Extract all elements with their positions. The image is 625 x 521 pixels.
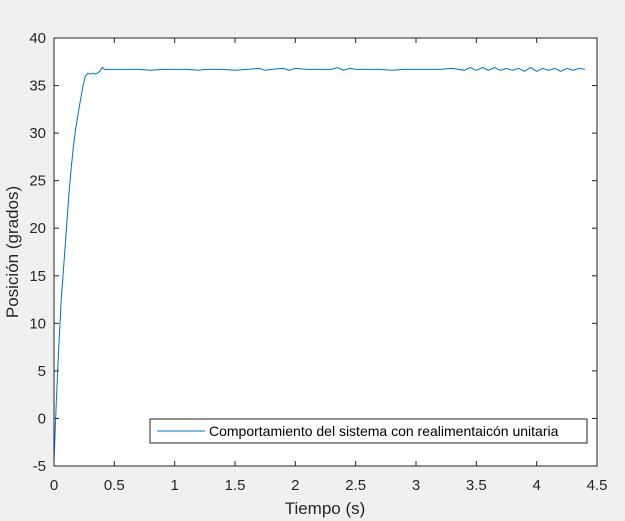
y-axis-label: Posición (grados)	[3, 186, 22, 318]
x-tick-label: 1	[170, 477, 178, 494]
x-tick-label: 4	[532, 477, 540, 494]
y-tick-label: 35	[29, 78, 46, 95]
y-tick-label: 0	[38, 410, 46, 427]
x-tick-label: 3	[412, 477, 420, 494]
x-axis-ticks: 0 0.5 1 1.5 2 2.5 3 3.5 4 4.5	[50, 38, 608, 494]
legend-label: Comportamiento del sistema con realiment…	[209, 423, 559, 439]
x-tick-label: 2	[291, 477, 299, 494]
x-tick-label: 3.5	[466, 477, 487, 494]
legend-box	[149, 418, 588, 444]
y-tick-label: 25	[29, 173, 46, 190]
y-tick-label: -5	[33, 458, 46, 475]
x-tick-label: 1.5	[225, 477, 246, 494]
y-tick-label: 5	[38, 363, 46, 380]
y-tick-label: 30	[29, 125, 46, 142]
y-tick-label: 15	[29, 268, 46, 285]
plot-area	[54, 38, 597, 466]
legend: Comportamiento del sistema con realiment…	[149, 418, 588, 444]
y-tick-label: 20	[29, 220, 46, 237]
x-tick-label: 2.5	[345, 477, 366, 494]
series-line	[53, 66, 585, 462]
axes-box	[53, 37, 598, 467]
y-axis-ticks: -5 0 5 10 15 20 25 30 35 40	[29, 30, 597, 475]
x-tick-label: 0	[50, 477, 58, 494]
x-tick-label: 4.5	[587, 477, 608, 494]
x-tick-label: 0.5	[104, 477, 125, 494]
y-tick-label: 10	[29, 315, 46, 332]
y-tick-label: 40	[29, 30, 46, 47]
x-axis-label: Tiempo (s)	[285, 499, 366, 518]
